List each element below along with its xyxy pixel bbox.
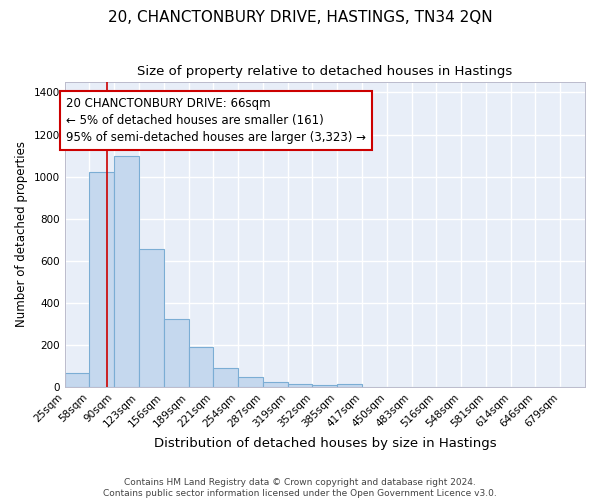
Bar <box>188 347 214 387</box>
Bar <box>313 385 337 387</box>
Bar <box>164 318 188 387</box>
Y-axis label: Number of detached properties: Number of detached properties <box>15 142 28 328</box>
Bar <box>65 374 89 387</box>
Bar <box>263 382 287 387</box>
Bar <box>214 368 238 387</box>
Bar <box>114 156 139 387</box>
Bar <box>337 384 362 387</box>
Bar <box>89 172 114 387</box>
Bar <box>238 377 263 387</box>
Bar <box>139 249 164 387</box>
Text: 20 CHANCTONBURY DRIVE: 66sqm
← 5% of detached houses are smaller (161)
95% of se: 20 CHANCTONBURY DRIVE: 66sqm ← 5% of det… <box>66 96 366 144</box>
Title: Size of property relative to detached houses in Hastings: Size of property relative to detached ho… <box>137 65 512 78</box>
Text: Contains HM Land Registry data © Crown copyright and database right 2024.
Contai: Contains HM Land Registry data © Crown c… <box>103 478 497 498</box>
Bar <box>287 384 313 387</box>
Text: 20, CHANCTONBURY DRIVE, HASTINGS, TN34 2QN: 20, CHANCTONBURY DRIVE, HASTINGS, TN34 2… <box>107 10 493 25</box>
X-axis label: Distribution of detached houses by size in Hastings: Distribution of detached houses by size … <box>154 437 496 450</box>
